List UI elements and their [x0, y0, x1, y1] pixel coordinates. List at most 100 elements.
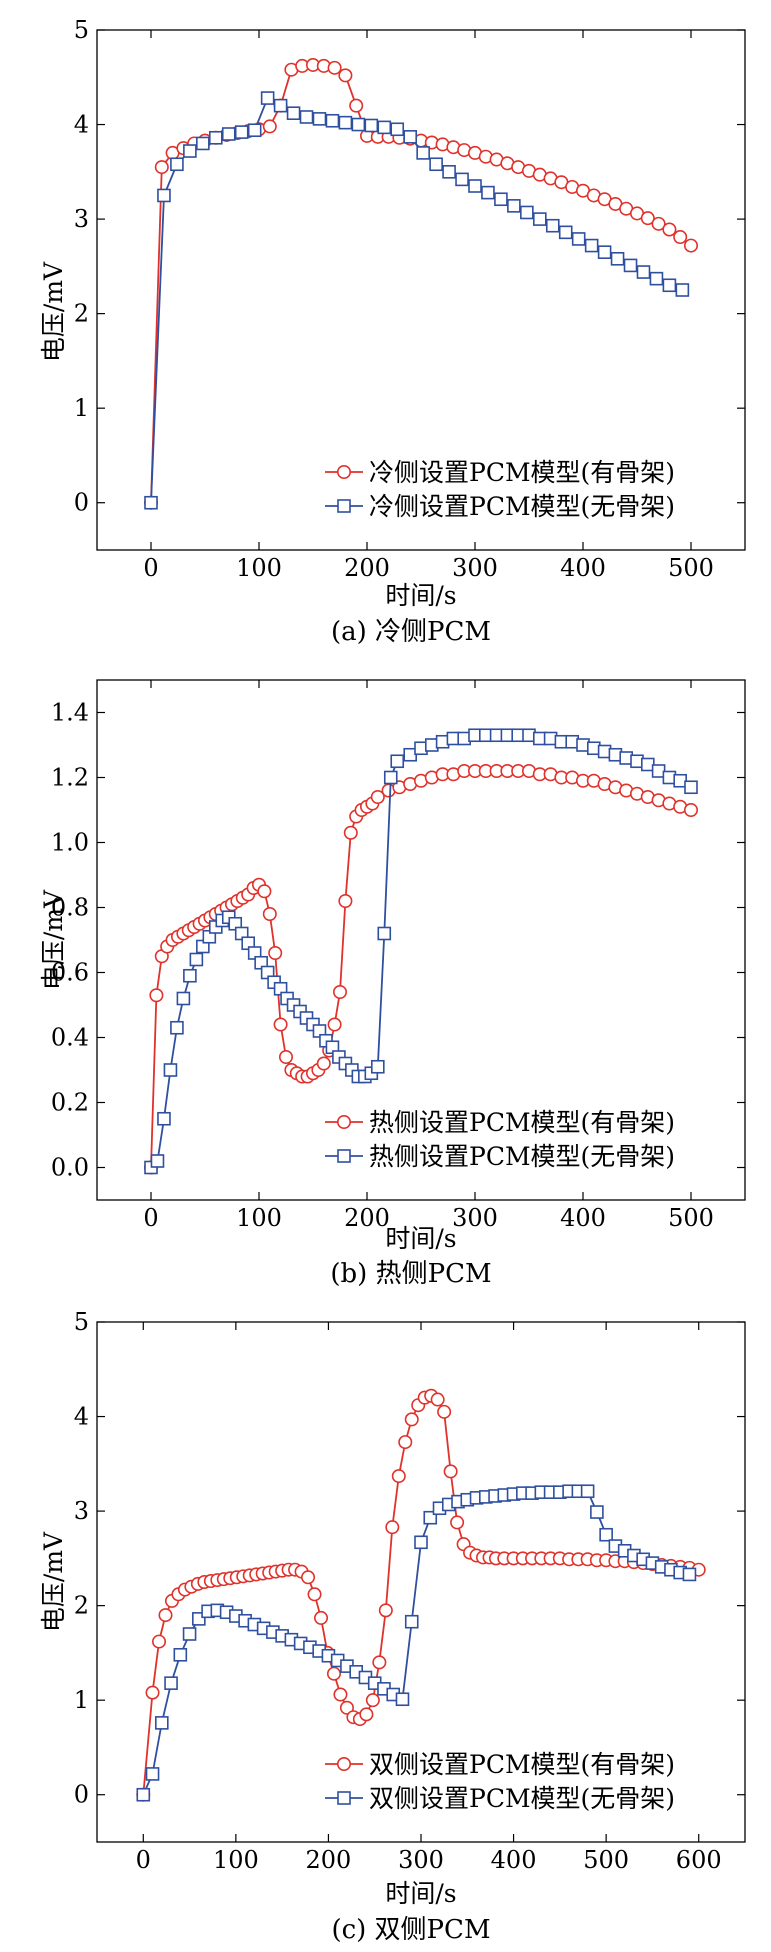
data-point	[302, 1571, 314, 1583]
data-point	[269, 947, 281, 959]
legend-marker	[338, 1116, 350, 1128]
data-point	[301, 111, 313, 123]
data-point	[156, 161, 168, 173]
x-tick-label: 500	[583, 1846, 629, 1874]
data-point	[456, 173, 468, 185]
x-axis-label: 时间/s	[385, 1879, 456, 1908]
data-point	[378, 928, 390, 940]
data-point	[650, 273, 662, 285]
data-point	[600, 1529, 612, 1541]
y-tick-label: 3	[74, 1497, 89, 1525]
data-point	[380, 1604, 392, 1616]
data-point	[280, 1051, 292, 1063]
y-tick-label: 4	[74, 111, 89, 139]
data-point	[288, 107, 300, 119]
legend-marker	[338, 1792, 350, 1804]
y-axis-label: 电压/mV	[39, 889, 68, 990]
x-tick-label: 400	[560, 1204, 606, 1232]
series-1	[145, 59, 697, 509]
x-tick-label: 200	[344, 1204, 390, 1232]
y-tick-label: 0	[74, 1781, 89, 1809]
data-point	[184, 970, 196, 982]
data-point	[156, 1717, 168, 1729]
data-point	[443, 166, 455, 178]
data-point	[137, 1789, 149, 1801]
data-point	[223, 128, 235, 140]
legend: 冷侧设置PCM模型(有骨架) 冷侧设置PCM模型(无骨架)	[325, 458, 675, 521]
data-point	[177, 993, 189, 1005]
data-point	[365, 119, 377, 131]
data-point	[165, 1677, 177, 1689]
data-point	[396, 1693, 408, 1705]
data-point	[534, 213, 546, 225]
data-point	[164, 1064, 176, 1076]
data-point	[495, 193, 507, 205]
data-point	[210, 132, 222, 144]
data-point	[171, 1022, 183, 1034]
y-tick-label: 0.0	[51, 1154, 89, 1182]
x-tick-label: 400	[560, 554, 606, 582]
data-point	[373, 1656, 385, 1668]
y-tick-label: 2	[74, 300, 89, 328]
data-point	[318, 1057, 330, 1069]
data-point	[508, 200, 520, 212]
data-point	[334, 986, 346, 998]
data-point	[573, 233, 585, 245]
data-point	[482, 187, 494, 199]
x-tick-label: 100	[236, 1204, 282, 1232]
data-point	[339, 117, 351, 129]
data-point	[159, 1609, 171, 1621]
data-point	[444, 1465, 456, 1477]
data-point	[391, 755, 403, 767]
data-point	[582, 1485, 594, 1497]
x-tick-label: 0	[143, 554, 158, 582]
data-point	[275, 100, 287, 112]
y-tick-label: 5	[74, 1308, 89, 1336]
data-point	[197, 137, 209, 149]
figure-caption: (a) 冷侧PCM	[331, 617, 491, 647]
data-point	[334, 1688, 346, 1700]
data-point	[236, 126, 248, 138]
data-point	[386, 1521, 398, 1533]
series-2	[145, 729, 697, 1173]
data-point	[372, 1061, 384, 1073]
legend-label: 冷侧设置PCM模型(无骨架)	[369, 492, 675, 521]
data-point	[637, 266, 649, 278]
x-tick-label: 500	[668, 554, 714, 582]
data-point	[150, 989, 162, 1001]
data-point	[599, 246, 611, 258]
legend-marker	[338, 1758, 350, 1770]
data-point	[350, 99, 362, 111]
data-point	[385, 772, 397, 784]
legend-marker	[338, 500, 350, 512]
y-tick-label: 0	[74, 489, 89, 517]
legend: 热侧设置PCM模型(有骨架) 热侧设置PCM模型(无骨架)	[325, 1108, 675, 1171]
data-point	[404, 131, 416, 143]
y-tick-label: 4	[74, 1403, 89, 1431]
legend: 双侧设置PCM模型(有骨架) 双侧设置PCM模型(无骨架)	[325, 1750, 675, 1813]
data-point	[315, 1612, 327, 1624]
data-point	[339, 895, 351, 907]
x-tick-label: 500	[668, 1204, 714, 1232]
series-line	[143, 1396, 698, 1795]
data-point	[258, 885, 270, 897]
series-line	[151, 735, 691, 1167]
data-point	[438, 1406, 450, 1418]
data-point	[326, 115, 338, 127]
figure-caption: (b) 热侧PCM	[330, 1259, 491, 1289]
data-point	[406, 1616, 418, 1628]
data-point	[399, 1436, 411, 1448]
data-point	[264, 908, 276, 920]
y-tick-label: 0.4	[51, 1024, 89, 1052]
x-tick-label: 300	[452, 554, 498, 582]
series-2	[145, 92, 688, 509]
y-tick-label: 1.4	[51, 699, 89, 727]
y-axis-label: 电压/mV	[39, 261, 68, 362]
y-tick-label: 1	[74, 1686, 89, 1714]
y-tick-label: 1.0	[51, 829, 89, 857]
data-point	[469, 180, 481, 192]
data-point	[685, 781, 697, 793]
data-point	[685, 804, 697, 816]
legend-marker	[338, 1150, 350, 1162]
x-tick-label: 100	[213, 1846, 259, 1874]
